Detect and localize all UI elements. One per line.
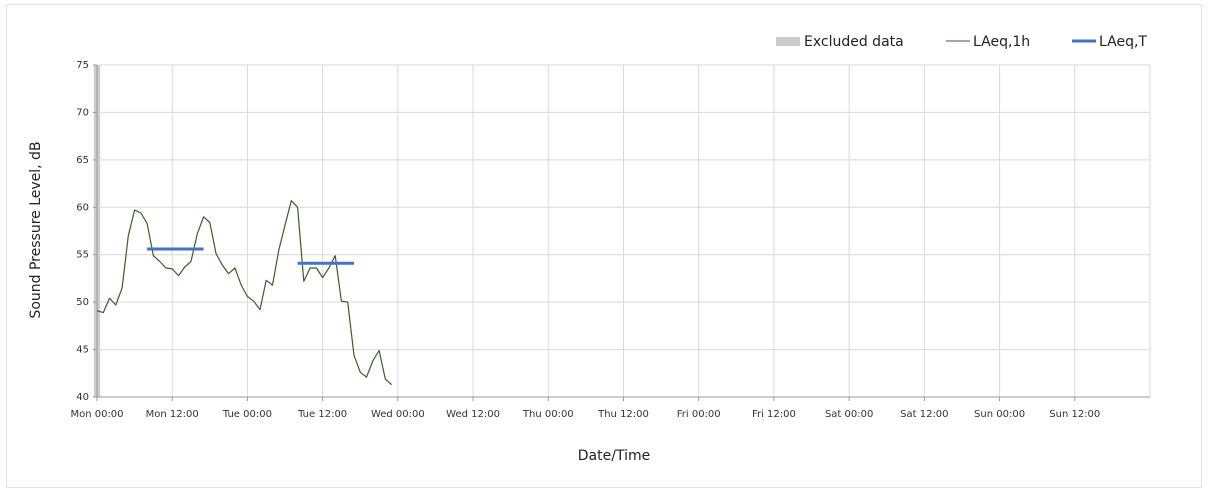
x-tick-label-156: Sun 12:00	[1049, 409, 1100, 420]
legend-excluded-swatch	[776, 37, 800, 46]
x-tick-label-12: Mon 12:00	[146, 409, 199, 420]
y-tick-label-70: 70	[76, 107, 89, 118]
tick-labels-layer: 40 45 50 55 60 65 70 75 Mon 00:00 Mon 12:00 Tue 00…	[70, 60, 1100, 420]
legend-laeqT-label: LAeq,T	[1099, 34, 1147, 50]
x-tick-label-84: Thu 12:00	[597, 409, 649, 420]
y-tick-label-45: 45	[76, 345, 89, 356]
x-tick-label-72: Thu 00:00	[522, 409, 574, 420]
y-tick-label-60: 60	[76, 202, 89, 213]
x-tick-label-96: Fri 00:00	[677, 409, 721, 420]
y-axis-title: Sound Pressure Level, dB	[28, 141, 44, 318]
x-tick-label-144: Sun 00:00	[974, 409, 1025, 420]
x-tick-label-36: Tue 12:00	[297, 409, 347, 420]
x-tick-label-108: Fri 12:00	[752, 409, 796, 420]
grid-layer	[97, 64, 1151, 397]
x-tick-label-48: Wed 00:00	[371, 409, 425, 420]
x-tick-label-120: Sat 00:00	[825, 409, 873, 420]
legend: Excluded data LAeq,1h LAeq,T	[776, 34, 1147, 50]
y-tick-label-65: 65	[76, 155, 89, 166]
y-tick-label-50: 50	[76, 297, 89, 308]
chart-frame	[6, 4, 1202, 488]
x-tick-label-132: Sat 12:00	[900, 409, 948, 420]
y-tick-label-75: 75	[76, 60, 89, 71]
series-line-laeq-1h	[96, 200, 393, 386]
legend-excluded-label: Excluded data	[804, 34, 904, 50]
x-tick-label-60: Wed 12:00	[446, 409, 500, 420]
x-tick-label-0: Mon 00:00	[70, 409, 123, 420]
y-tick-label-55: 55	[76, 250, 89, 261]
x-tick-label-24: Tue 00:00	[222, 409, 272, 420]
x-axis-title: Date/Time	[578, 448, 650, 464]
legend-laeq1h-label: LAeq,1h	[973, 34, 1030, 50]
y-tick-label-40: 40	[76, 392, 89, 403]
axes-layer	[93, 64, 1150, 401]
series-layer	[96, 200, 393, 386]
